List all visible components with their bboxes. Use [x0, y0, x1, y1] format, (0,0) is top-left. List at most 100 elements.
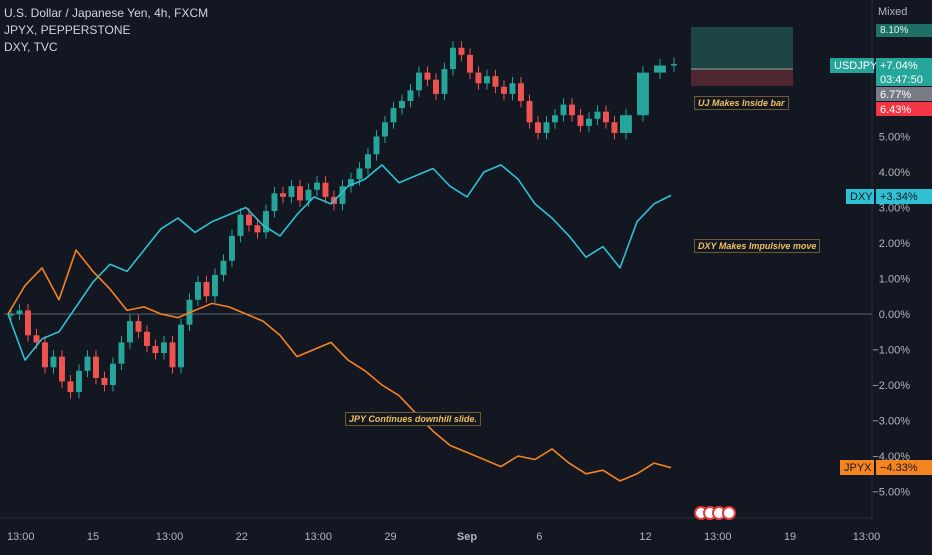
usdjpy-candle — [424, 72, 431, 80]
x-tick-label: 13:00 — [7, 531, 35, 543]
annotation-uj[interactable]: UJ Makes Inside bar — [694, 96, 789, 110]
dxy-change-tag: +3.34% — [876, 189, 932, 204]
usdjpy-candle — [560, 104, 567, 116]
usdjpy-symbol-tag: USDJPY — [830, 58, 877, 73]
usdjpy-countdown-tag: 03:47:50 — [876, 72, 932, 86]
usdjpy-candle — [229, 235, 235, 261]
usdjpy-candle — [152, 345, 159, 354]
y-tick-label: −1.00% — [872, 345, 910, 357]
usdjpy-candle — [67, 381, 74, 393]
y-tick-label: 1.00% — [879, 274, 910, 286]
usdjpy-candle — [237, 214, 244, 236]
usdjpy-candle — [416, 72, 422, 91]
usdjpy-candle — [348, 179, 354, 187]
annotation-jpy[interactable]: JPY Continues downhill slide. — [345, 412, 481, 426]
usdjpy-candle — [458, 47, 465, 55]
usdjpy-candle — [399, 101, 405, 109]
usdjpy-candle — [450, 47, 456, 70]
usdjpy-candle — [526, 101, 533, 123]
usdjpy-candle — [305, 189, 312, 201]
series-group — [7, 41, 677, 482]
usdjpy-candle — [169, 342, 176, 368]
usdjpy-candle — [433, 79, 439, 94]
x-tick-label: 19 — [784, 531, 796, 543]
jpyx-series-line — [7, 249, 672, 482]
y-tick-label: 2.00% — [879, 238, 910, 250]
usdjpy-candle — [339, 186, 346, 204]
usdjpy-candle — [76, 370, 82, 393]
usdjpy-candle — [144, 331, 150, 346]
usdjpy-candle — [441, 69, 448, 94]
y-tick-label: 0.00% — [879, 309, 910, 321]
dxy-symbol-tag: DXY — [846, 189, 874, 204]
usdjpy-candle — [297, 186, 303, 201]
usdjpy-candle — [212, 274, 218, 297]
y-tick-label: −5.00% — [872, 487, 910, 499]
usdjpy-candle — [509, 83, 516, 94]
usdjpy-candle — [50, 356, 57, 368]
legend-primary: U.S. Dollar / Japanese Yen, 4h, FXCM — [4, 6, 209, 20]
x-tick-label: Sep — [457, 531, 477, 543]
usdjpy-candle — [577, 115, 584, 126]
usdjpy-candle — [543, 122, 550, 133]
usdjpy-candle — [382, 122, 388, 137]
usdjpy-candle — [501, 86, 507, 94]
y-tick-label: 3.00% — [879, 203, 910, 215]
usdjpy-candle — [365, 154, 371, 169]
usdjpy-candle — [671, 64, 677, 66]
usdjpy-candle — [407, 90, 414, 101]
y-tick-label: 4.00% — [879, 167, 910, 179]
usdjpy-candle — [161, 342, 167, 354]
usdjpy-candle — [195, 282, 201, 300]
usdjpy-candle — [8, 314, 14, 316]
x-tick-label: 13:00 — [853, 531, 881, 543]
usdjpy-candle — [84, 356, 91, 371]
usdjpy-candle — [620, 115, 632, 133]
usdjpy-candle — [314, 182, 320, 190]
usdjpy-candle — [654, 65, 666, 73]
usdjpy-candle — [569, 104, 575, 116]
usdjpy-candle — [288, 186, 295, 197]
usdjpy-candle — [118, 342, 125, 364]
economic-event-icon[interactable] — [722, 506, 736, 520]
annotation-dxy[interactable]: DXY Makes Impulsive move — [694, 239, 821, 253]
usdjpy-candle — [42, 342, 48, 368]
usdjpy-candle — [135, 321, 142, 332]
usdjpy-candle — [220, 260, 227, 275]
usdjpy-candle — [254, 225, 261, 233]
usdjpy-candle — [59, 356, 65, 382]
target-zone — [691, 27, 793, 69]
usdjpy-candle — [127, 321, 133, 343]
x-axis: 13:00 15 13:00 22 13:00 29 Sep 6 12 13:00 19 13:00 — [0, 517, 881, 543]
jpyx-symbol-tag: JPYX — [840, 460, 874, 475]
y-tick-label: 5.00% — [879, 132, 910, 144]
usdjpy-candle — [603, 111, 609, 123]
usdjpy-candle — [475, 72, 482, 84]
usdjpy-candle — [467, 54, 473, 73]
usdjpy-candle — [33, 335, 40, 343]
y-tick-label: −2.00% — [872, 380, 910, 392]
usdjpy-candle — [178, 324, 184, 368]
dxy-series-line — [7, 164, 672, 361]
usdjpy-candle — [390, 108, 397, 123]
legend-tertiary: DXY, TVC — [4, 40, 58, 54]
usdjpy-candle — [492, 76, 499, 87]
usdjpy-candle — [637, 72, 649, 116]
usdjpy-candle — [271, 193, 278, 212]
y-axis: 5.00% 4.00% 3.00% 2.00% 1.00% 0.00% −1.00% −2.0… — [871, 0, 910, 518]
x-tick-label: 15 — [87, 531, 99, 543]
x-tick-label: 22 — [236, 531, 248, 543]
usdjpy-candle — [594, 111, 601, 119]
y-tick-label: −3.00% — [872, 416, 910, 428]
usdjpy-candle — [93, 356, 99, 378]
top-clip-tag: 8.10% — [876, 24, 932, 37]
usdjpy-candle — [25, 310, 31, 336]
scale-mode-label[interactable]: Mixed — [878, 6, 908, 18]
usdjpy-candle — [101, 377, 108, 385]
x-tick-label: 6 — [536, 531, 542, 543]
usdjpy-candle — [586, 118, 592, 126]
usdjpy-candle — [535, 122, 541, 133]
usdjpy-candle — [518, 83, 524, 101]
